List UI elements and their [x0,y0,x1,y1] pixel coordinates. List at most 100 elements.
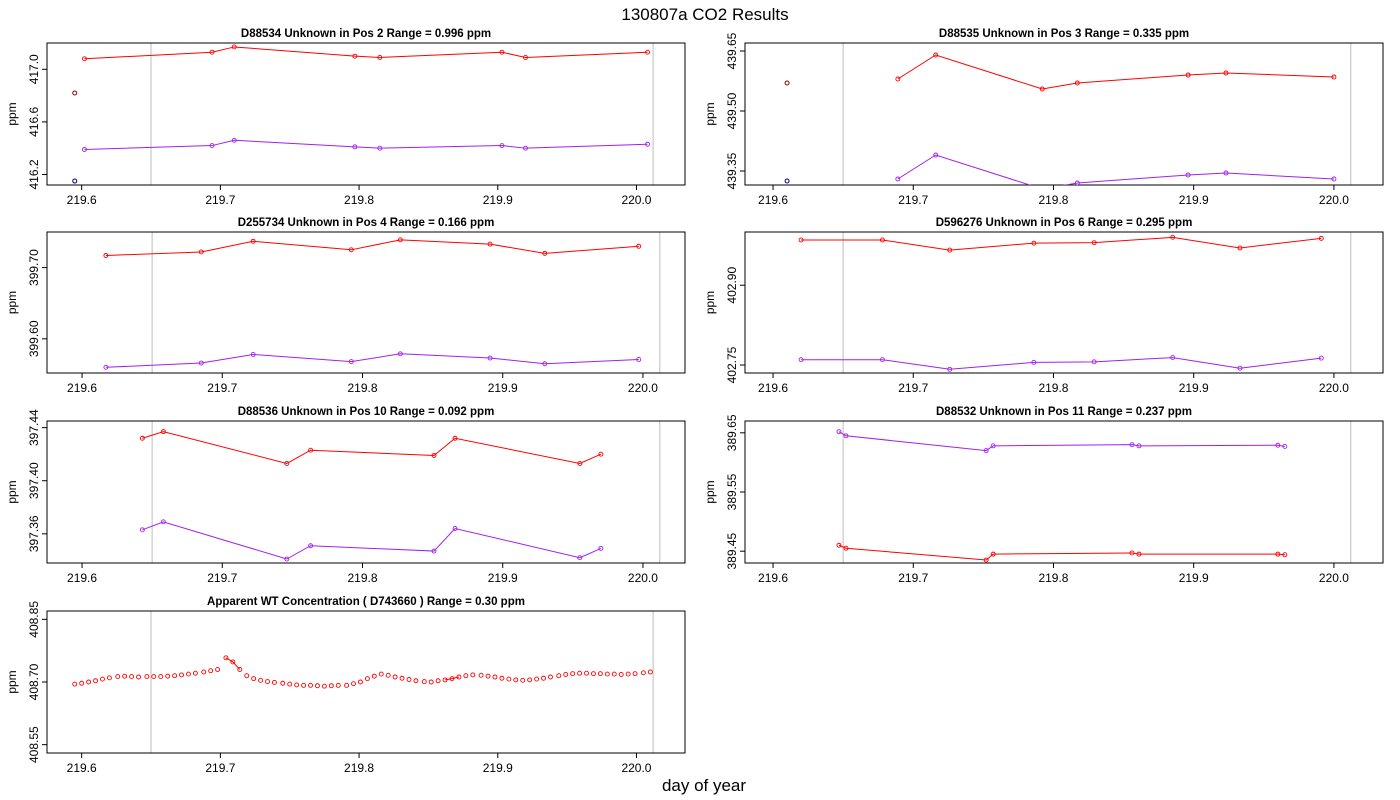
data-point [632,671,638,677]
data-point [1031,359,1037,365]
data-point [1170,234,1176,240]
data-point [81,56,87,62]
data-point [186,671,191,677]
data-point [172,673,178,679]
data-point [93,678,98,684]
x-tick-label: 219.9 [1179,193,1209,207]
data-point [1091,359,1097,365]
x-tick-label: 219.7 [898,381,928,395]
series-line-2 [84,139,648,150]
data-point [485,673,491,679]
series-line-1 [142,431,602,465]
data-point [378,671,384,677]
data-point [258,677,264,683]
data-point [843,545,849,551]
data-point [990,551,996,557]
series-line-2 [801,357,1322,370]
data-point [625,671,631,677]
data-point [100,676,105,682]
y-axis-label: ppm [703,480,717,503]
data-point [640,670,646,676]
data-point [231,44,237,50]
data-point [435,678,441,684]
x-tick-label: 219.7 [207,381,237,395]
isolated-point [784,80,790,86]
x-tick-label: 219.7 [898,193,928,207]
data-point [492,674,498,680]
data-point [597,671,603,677]
data-point [139,435,145,441]
y-tick-label: 408.85 [27,601,41,638]
series-connector-1 [225,657,241,670]
data-point [158,674,164,680]
data-point [499,49,505,55]
data-point [1074,180,1080,185]
data-point [192,670,198,676]
x-tick-label: 219.8 [1038,571,1068,585]
y-axis-label: ppm [703,102,717,125]
data-point [151,674,157,680]
y-tick-label: 397.36 [27,515,41,552]
data-point [103,253,109,258]
data-point [81,147,87,152]
data-point [280,680,286,686]
x-tick-label: 219.7 [205,761,235,775]
y-axis-label: ppm [5,670,19,693]
data-point [209,143,215,149]
data-point [1129,550,1135,556]
data-point [1170,355,1176,361]
data-point [452,526,458,531]
y-tick-label: 389.65 [725,414,739,451]
data-point [1223,70,1229,76]
data-point [442,677,448,683]
data-point [136,674,141,680]
panel-7: Apparent WT Concentration ( D743660 ) Ra… [5,596,686,775]
data-point [397,237,403,243]
data-point [431,453,437,458]
data-point [79,680,85,686]
data-point [352,53,358,59]
x-axis-label: day of year [662,776,746,795]
y-tick-label: 402.90 [725,267,739,304]
data-point [1074,80,1080,86]
y-tick-label: 397.40 [27,462,41,499]
data-point [636,243,642,249]
plot-area [72,44,651,184]
data-point [230,659,236,665]
data-point [487,355,493,361]
data-point [223,655,229,661]
data-point [879,357,885,363]
data-point [456,674,462,680]
data-point [563,672,569,677]
series-line-2 [838,431,1285,452]
plot-area [103,237,642,370]
x-tick-label: 219.6 [67,571,97,585]
data-point [165,673,171,679]
data-point [72,681,78,687]
data-point [160,519,166,525]
data-point [1331,176,1337,182]
y-tick-label: 439.35 [725,152,739,189]
y-axis-label: ppm [5,102,19,125]
y-axis-label: ppm [5,291,19,314]
x-tick-label: 219.9 [483,761,513,775]
x-tick-label: 219.6 [758,193,788,207]
panel-3: D255734 Unknown in Pos 4 Range = 0.166 p… [5,217,686,395]
x-tick-label: 219.9 [1179,571,1209,585]
data-point [1136,443,1142,449]
x-tick-label: 219.8 [1038,381,1068,395]
data-point [308,682,313,688]
panel-title: D88532 Unknown in Pos 11 Range = 0.237 p… [936,406,1192,418]
figure-title: 130807a CO2 Results [621,5,788,24]
isolated-point [72,90,78,96]
data-point [201,669,207,675]
data-point [584,670,589,676]
data-point [570,671,576,677]
data-point [364,676,370,682]
data-point [198,360,204,366]
series-line-2 [897,154,1334,185]
panel-title: D88536 Unknown in Pos 10 Range = 0.092 p… [238,406,495,418]
panel-4: D596276 Unknown in Pos 6 Range = 0.295 p… [703,217,1384,395]
plot-frame [46,231,686,374]
panel-title: D596276 Unknown in Pos 6 Range = 0.295 p… [936,217,1193,229]
